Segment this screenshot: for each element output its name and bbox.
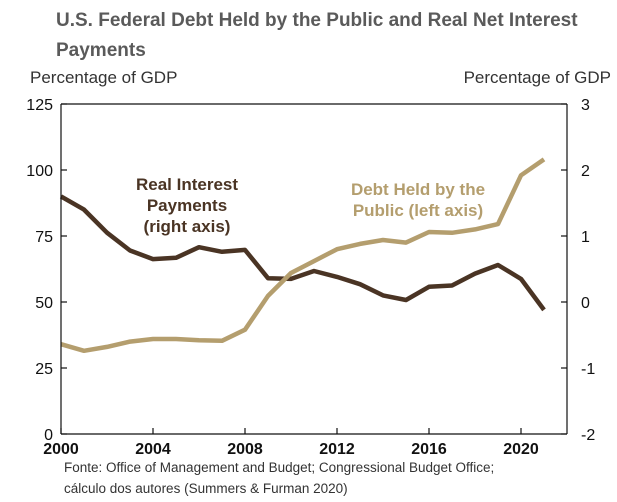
left-tick-label: 75: [35, 229, 53, 246]
source-line-2: cálculo dos autores (Summers & Furman 20…: [64, 481, 348, 496]
x-tick-label: 2012: [319, 441, 355, 458]
debt-held-series-line: [60, 157, 546, 354]
x-tick-label: 2008: [227, 441, 263, 458]
debt-held-label: Public (left axis): [353, 201, 483, 220]
left-tick-label: 125: [26, 97, 53, 114]
real-interest-label: Payments: [147, 196, 227, 215]
chart-title: U.S. Federal Debt Held by the Public and…: [56, 10, 578, 61]
debt-held-label: Debt Held by the: [351, 180, 485, 199]
source-note: Fonte: Office of Management and Budget; …: [64, 457, 494, 499]
right-tick-label: -1: [581, 361, 595, 378]
real-interest-label: (right axis): [144, 217, 231, 236]
right-tick-label: 2: [581, 163, 590, 180]
x-tick-label: 2004: [135, 441, 171, 458]
right-tick-label: 1: [581, 229, 590, 246]
right-axis-label: Percentage of GDP: [463, 68, 611, 87]
right-tick-label: -2: [581, 427, 595, 444]
right-tick-label: 3: [581, 97, 590, 114]
left-axis-label: Percentage of GDP: [30, 68, 178, 87]
left-tick-label: 25: [35, 361, 53, 378]
x-tick-label: 2000: [43, 441, 79, 458]
real-interest-label: Real Interest: [136, 175, 238, 194]
right-tick-label: 0: [581, 295, 590, 312]
real-interest-series-line: [59, 194, 546, 312]
source-line-1: Fonte: Office of Management and Budget; …: [64, 460, 495, 475]
left-tick-label: 100: [26, 163, 53, 180]
x-tick-label: 2020: [503, 441, 539, 458]
x-tick-label: 2016: [411, 441, 447, 458]
left-tick-label: 50: [35, 295, 53, 312]
left-tick-label: 0: [44, 427, 53, 444]
